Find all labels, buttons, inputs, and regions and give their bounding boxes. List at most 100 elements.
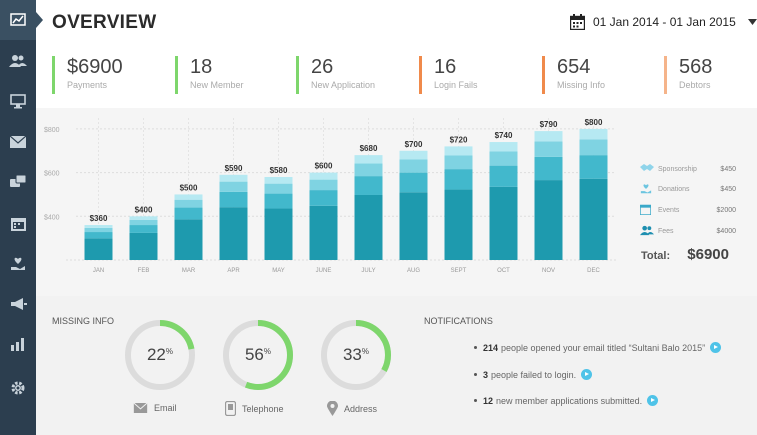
mail-icon [10,136,26,148]
bar-segment [354,163,383,177]
legend-label: Events [658,207,680,214]
sidebar-item-calendar[interactable] [0,203,36,243]
stat-label: Missing Info [557,80,606,90]
x-tick-label: JULY [361,268,375,274]
calendar-icon [570,14,585,30]
gauge-label-telephone: Telephone [225,401,284,416]
stat-value: 26 [311,56,334,78]
legend-item-donations: Donations $450 [636,183,736,197]
bar-value-label: $600 [315,162,333,171]
stat-new-application[interactable]: 26 New Application [296,56,375,94]
stat-missing-info[interactable]: 654 Missing Info [542,56,605,94]
legend-item-events: Events $2000 [636,204,736,218]
bar-segment [309,172,338,180]
notification-count: 12 [483,395,494,406]
x-tick-label: JUNE [316,268,332,274]
gauge-progress-arc [125,320,195,390]
calendar-icon [10,217,26,231]
total-summary: Total: $6900 [641,246,729,266]
bar-segment [174,219,203,260]
bar-segment [264,208,293,260]
sidebar-item-overview[interactable] [0,0,43,40]
bar-segment [129,216,158,220]
gauge-progress-arc [223,320,293,390]
bar-segment [174,199,203,208]
bar-segment [264,176,293,184]
date-range-picker[interactable]: 01 Jan 2014 - 01 Jan 2015 [570,14,757,30]
bar-segment [354,155,383,164]
legend-label: Fees [658,228,674,235]
bar-segment [534,141,563,157]
sidebar-item-mail[interactable] [0,122,36,162]
bar-segment [579,128,608,140]
bar-segment [84,227,113,233]
total-value: $6900 [687,246,729,263]
bottom-panel [36,296,757,435]
chevron-down-icon [747,19,757,25]
notification-item: 214 people opened your email titled “Sul… [474,342,722,353]
x-tick-label: FEB [138,268,150,274]
gauge-ring [223,320,293,390]
bullet [474,399,477,402]
mail-icon [133,403,148,413]
bar-segment [354,176,383,195]
missing-info-title: MISSING INFO [52,316,115,326]
sidebar-item-settings[interactable] [0,368,36,408]
bar-value-label: $500 [180,183,198,192]
legend-amount: $450 [720,166,736,173]
arrow-right-icon[interactable] [581,369,593,380]
bullet [474,346,477,349]
gauge-address: 33% [319,318,393,392]
gauge-value: 22 [146,345,166,364]
x-tick-label: JAN [93,268,104,274]
bar-segment [129,225,158,233]
stat-value: 16 [434,56,457,78]
stat-debtors[interactable]: 568 Debtors [664,56,712,94]
bar-value-label: $740 [495,131,513,140]
sidebar-item-members[interactable] [0,41,36,81]
bar-segment [219,207,248,260]
arrow-right-icon[interactable] [710,342,722,353]
bar-segment [174,194,203,200]
bar-segment [444,146,473,156]
stat-payments[interactable]: $6900 Payments [52,56,123,94]
legend-label: Sponsorship [658,166,697,173]
stat-login-fails[interactable]: 16 Login Fails [419,56,478,94]
legend-item-fees: Fees $4000 [636,225,736,239]
users-icon [640,225,654,236]
bullet [474,373,477,376]
gauge-label-text: Email [154,403,177,413]
sidebar-item-announcements[interactable] [0,284,36,324]
sidebar-item-donations[interactable] [0,243,36,283]
date-range-text: 01 Jan 2014 - 01 Jan 2015 [593,15,736,29]
sidebar-item-chat[interactable] [0,162,36,202]
stat-value: 654 [557,56,591,78]
bar-segment [264,183,293,194]
gauge-ring [321,320,391,390]
stat-new-member[interactable]: 18 New Member [175,56,244,94]
handshake-icon [640,164,654,171]
bar-value-label: $680 [360,144,378,153]
stat-label: Debtors [679,80,711,90]
arrow-right-icon[interactable] [647,395,659,406]
sidebar-item-reports[interactable] [0,324,36,364]
map-pin-icon [327,401,338,416]
bar-segment [219,174,248,182]
bar-segment [579,178,608,260]
bar-segment [489,165,518,187]
stat-value: 568 [679,56,713,78]
heart-hand-icon [640,184,652,194]
gauge-email: 22% [123,318,197,392]
y-tick-label: $800 [44,127,60,134]
bar-segment [264,193,293,209]
bar-value-label: $790 [540,120,558,129]
gauge-ring [125,320,195,390]
bar-segment [309,179,338,191]
sidebar-item-screen[interactable] [0,81,36,121]
notification-text: people opened your email titled “Sultani… [501,342,706,353]
gear-icon [11,381,25,395]
chart-icon [10,13,26,26]
bar-value-label: $580 [270,166,288,175]
users-icon [9,55,27,67]
legend-item-sponsorship: Sponsorship $450 [636,163,736,177]
